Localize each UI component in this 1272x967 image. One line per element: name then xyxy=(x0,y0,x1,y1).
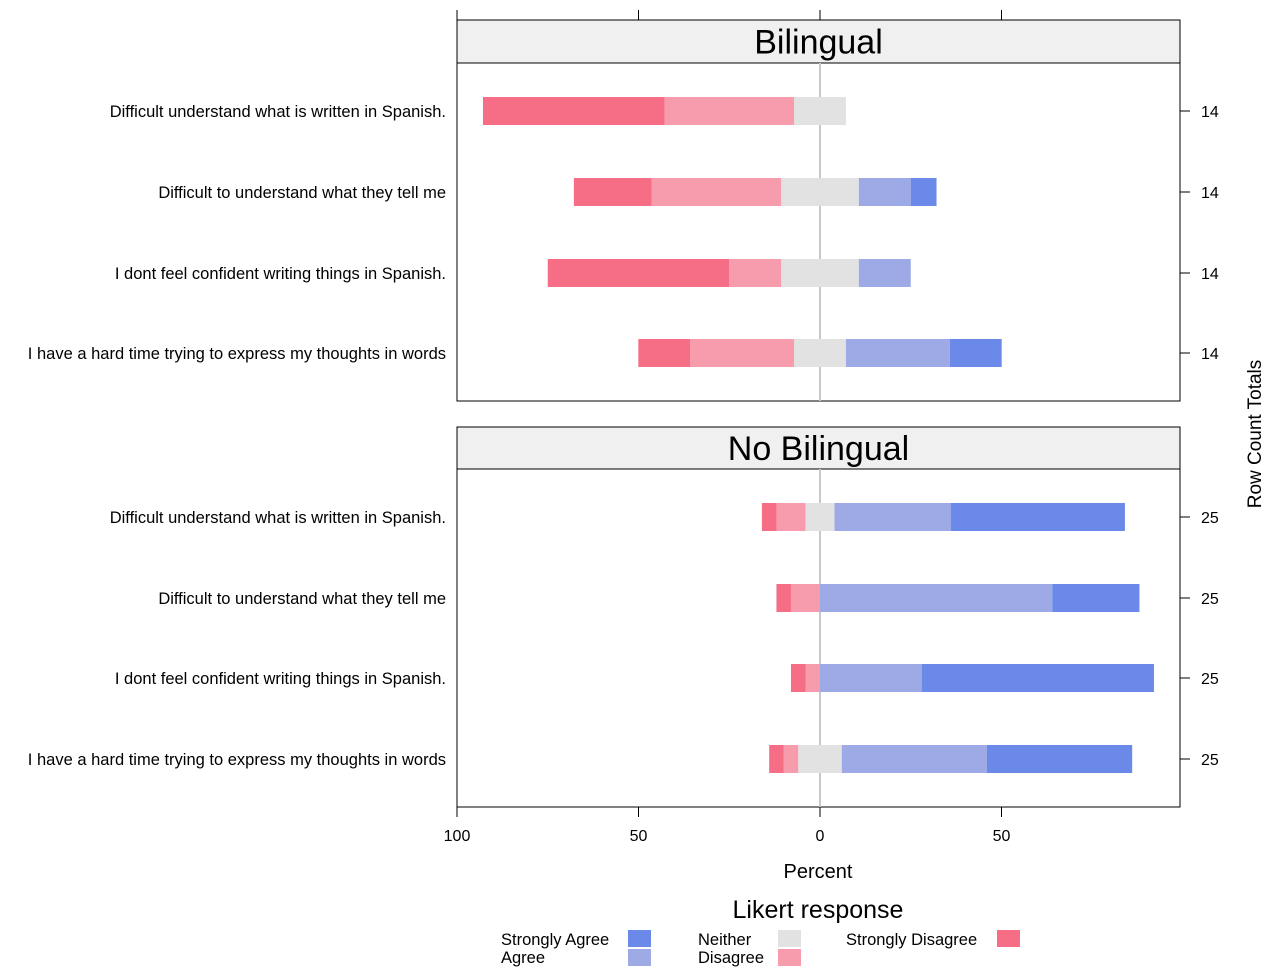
bar-segment-neither xyxy=(781,259,859,287)
bar-segment-neither xyxy=(805,503,835,531)
right-axis-label: Row Count Totals xyxy=(1245,360,1266,509)
row-count-total: 14 xyxy=(1201,346,1219,363)
row-label: Difficult to understand what they tell m… xyxy=(158,590,446,608)
bar-segment-neither xyxy=(798,745,842,773)
bar-segment-disagree xyxy=(790,584,820,612)
row-label: I have a hard time trying to express my … xyxy=(28,751,446,769)
panel-title: Bilingual xyxy=(754,24,883,62)
legend-label-neither: Neither xyxy=(698,931,752,949)
row-count-total: 25 xyxy=(1201,591,1219,608)
row-label: I dont feel confident writing things in … xyxy=(115,265,446,283)
legend-swatch-neither xyxy=(778,930,801,947)
bar-segment-strongly-disagree xyxy=(790,664,806,692)
bar-segment-strongly-agree xyxy=(950,503,1125,531)
row-label: Difficult to understand what they tell m… xyxy=(158,184,446,202)
row-label: Difficult understand what is written in … xyxy=(110,509,446,527)
x-tick-label: 50 xyxy=(993,828,1011,845)
panel-frame xyxy=(456,426,1181,808)
x-axis-label: Percent xyxy=(784,861,853,883)
bar-segment-strongly-agree xyxy=(949,339,1002,367)
bar-segment-agree xyxy=(858,178,911,206)
bar-segment-strongly-agree xyxy=(910,178,937,206)
bar-segment-disagree xyxy=(651,178,782,206)
legend-title: Likert response xyxy=(733,896,904,924)
x-tick-label: 0 xyxy=(816,828,825,845)
row-count-total: 14 xyxy=(1201,185,1219,202)
panel-title: No Bilingual xyxy=(728,430,909,468)
row-count-total: 25 xyxy=(1201,510,1219,527)
bar-segment-agree xyxy=(834,503,951,531)
bar-segment-disagree xyxy=(729,259,782,287)
x-tick-label: 50 xyxy=(630,828,648,845)
bar-segment-strongly-agree xyxy=(1052,584,1140,612)
legend-label-disagree: Disagree xyxy=(698,949,764,967)
row-label: Difficult understand what is written in … xyxy=(110,103,446,121)
bar-segment-agree xyxy=(845,339,950,367)
legend-swatch-strongly-agree xyxy=(628,930,651,947)
legend-swatch-agree xyxy=(628,949,651,966)
panel-strip xyxy=(456,19,1181,64)
bar-segment-strongly-agree xyxy=(986,745,1133,773)
bar-segment-disagree xyxy=(776,503,806,531)
x-tick-label: 100 xyxy=(444,828,471,845)
panel-strip xyxy=(456,426,1181,470)
bar-segment-agree xyxy=(820,584,1053,612)
bar-segment-strongly-disagree xyxy=(761,503,777,531)
row-count-total: 25 xyxy=(1201,752,1219,769)
legend-label-strongly-disagree: Strongly Disagree xyxy=(846,931,977,949)
row-label: I have a hard time trying to express my … xyxy=(28,345,446,363)
row-label: I dont feel confident writing things in … xyxy=(115,670,446,688)
bar-segment-strongly-agree xyxy=(921,664,1154,692)
bar-segment-neither xyxy=(794,97,846,125)
panel-frame xyxy=(456,19,1181,402)
legend-swatch-disagree xyxy=(778,949,801,966)
bar-segment-disagree xyxy=(805,664,820,692)
bar-segment-strongly-disagree xyxy=(638,339,691,367)
bar-segment-neither xyxy=(794,339,846,367)
bar-segment-strongly-disagree xyxy=(482,97,665,125)
bar-segment-strongly-disagree xyxy=(776,584,791,612)
bar-segment-agree xyxy=(820,664,922,692)
bar-segment-strongly-disagree xyxy=(547,259,730,287)
bar-segment-disagree xyxy=(690,339,795,367)
row-count-total: 14 xyxy=(1201,266,1219,283)
bar-segment-agree xyxy=(858,259,911,287)
row-count-total: 25 xyxy=(1201,671,1219,688)
bar-segment-disagree xyxy=(783,745,799,773)
bar-segment-neither xyxy=(781,178,859,206)
row-count-total: 14 xyxy=(1201,104,1219,121)
legend-swatch-strongly-disagree xyxy=(997,930,1020,947)
bar-segment-strongly-disagree xyxy=(769,745,784,773)
legend-label-strongly-agree: Strongly Agree xyxy=(501,931,609,949)
bar-segment-strongly-disagree xyxy=(573,178,652,206)
legend-label-agree: Agree xyxy=(501,949,545,967)
bar-segment-agree xyxy=(841,745,987,773)
bar-segment-disagree xyxy=(664,97,795,125)
